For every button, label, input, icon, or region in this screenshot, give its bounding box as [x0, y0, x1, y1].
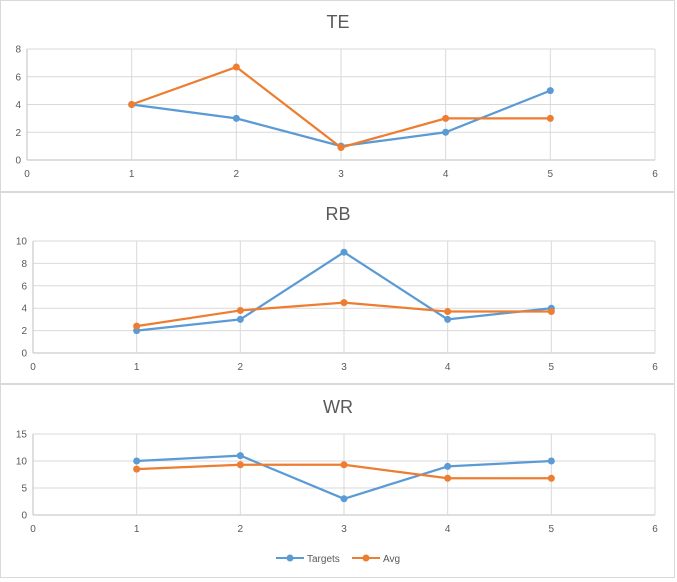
te-avg-point [546, 114, 554, 122]
wr-xtick-label: 2 [238, 524, 244, 535]
wr-ytick-label: 15 [16, 430, 28, 441]
rb-xtick-label: 5 [549, 362, 555, 373]
chart-title-rb: RB [325, 204, 350, 224]
wr-xtick-label: 3 [341, 524, 347, 535]
legend: Targets Avg [276, 554, 400, 565]
wr-avg-point [340, 461, 348, 469]
rb-xtick-label: 4 [445, 362, 451, 373]
te-xtick-label: 1 [129, 169, 135, 180]
te-ytick-label: 2 [15, 128, 21, 139]
te-ytick-label: 6 [15, 72, 21, 83]
te-ytick-label: 4 [15, 100, 21, 111]
rb-targets-point [340, 248, 348, 256]
legend-targets-label: Targets [307, 554, 340, 565]
wr-avg-point [444, 474, 452, 482]
rb-targets-point [444, 315, 452, 323]
legend-targets-marker [286, 554, 294, 562]
te-xtick-label: 2 [234, 169, 240, 180]
te-avg-point [442, 114, 450, 122]
wr-ytick-label: 0 [21, 511, 27, 522]
te-xtick-label: 0 [24, 169, 30, 180]
te-targets-point [546, 87, 554, 95]
te-targets-point [442, 128, 450, 136]
wr-xtick-label: 0 [30, 524, 36, 535]
te-targets-point [232, 114, 240, 122]
rb-xtick-label: 1 [134, 362, 140, 373]
wr-targets-point [547, 457, 555, 465]
te-xtick-label: 6 [652, 169, 658, 180]
te-ytick-label: 0 [15, 156, 21, 167]
wr-xtick-label: 1 [134, 524, 140, 535]
wr-avg-point [547, 474, 555, 482]
rb-ytick-label: 10 [16, 237, 28, 248]
rb-xtick-label: 3 [341, 362, 347, 373]
wr-xtick-label: 5 [549, 524, 555, 535]
rb-ytick-label: 2 [21, 326, 27, 337]
rb-xtick-label: 2 [238, 362, 244, 373]
rb-avg-point [340, 299, 348, 307]
wr-targets-point [236, 452, 244, 460]
te-xtick-label: 3 [338, 169, 344, 180]
legend-avg-marker [362, 554, 370, 562]
te-xtick-label: 5 [548, 169, 554, 180]
te-ytick-label: 8 [15, 45, 21, 56]
te-avg-point [337, 144, 345, 152]
wr-avg-point [236, 461, 244, 469]
chart-title-wr: WR [323, 397, 353, 417]
rb-avg-point [547, 308, 555, 316]
rb-ytick-label: 4 [21, 304, 27, 315]
te-avg-point [128, 101, 136, 108]
rb-xtick-label: 6 [652, 362, 658, 373]
panel-rb-frame [0, 192, 675, 384]
rb-xtick-label: 0 [30, 362, 36, 373]
plot-te: 0 2 4 6 8 0 1 2 3 4 5 6 [15, 45, 658, 181]
wr-avg-point [133, 465, 141, 473]
rb-ytick-label: 0 [21, 349, 27, 360]
legend-item-targets: Targets [276, 554, 340, 565]
wr-targets-point [340, 495, 348, 503]
rb-avg-point [236, 306, 244, 314]
plot-wr: 0 5 10 15 0 1 2 3 4 5 6 [16, 430, 658, 536]
panel-te-frame [0, 0, 675, 192]
legend-item-avg: Avg [352, 554, 400, 565]
legend-avg-label: Avg [383, 554, 400, 565]
rb-ytick-label: 8 [21, 259, 27, 270]
rb-ytick-label: 6 [21, 281, 27, 292]
wr-ytick-label: 5 [21, 484, 27, 495]
te-xtick-label: 4 [443, 169, 449, 180]
rb-targets-point [236, 315, 244, 323]
chart-title-te: TE [326, 12, 349, 32]
plot-rb: 0 2 4 6 8 10 0 1 2 3 4 5 6 [16, 237, 658, 374]
wr-xtick-label: 4 [445, 524, 451, 535]
panel-wr-frame [0, 384, 675, 578]
rb-avg-point [133, 322, 141, 330]
wr-ytick-label: 10 [16, 457, 28, 468]
wr-xtick-label: 6 [652, 524, 658, 535]
rb-avg-point [444, 308, 452, 316]
wr-targets-point [133, 457, 141, 465]
wr-targets-point [444, 462, 452, 470]
te-avg-point [232, 63, 240, 71]
